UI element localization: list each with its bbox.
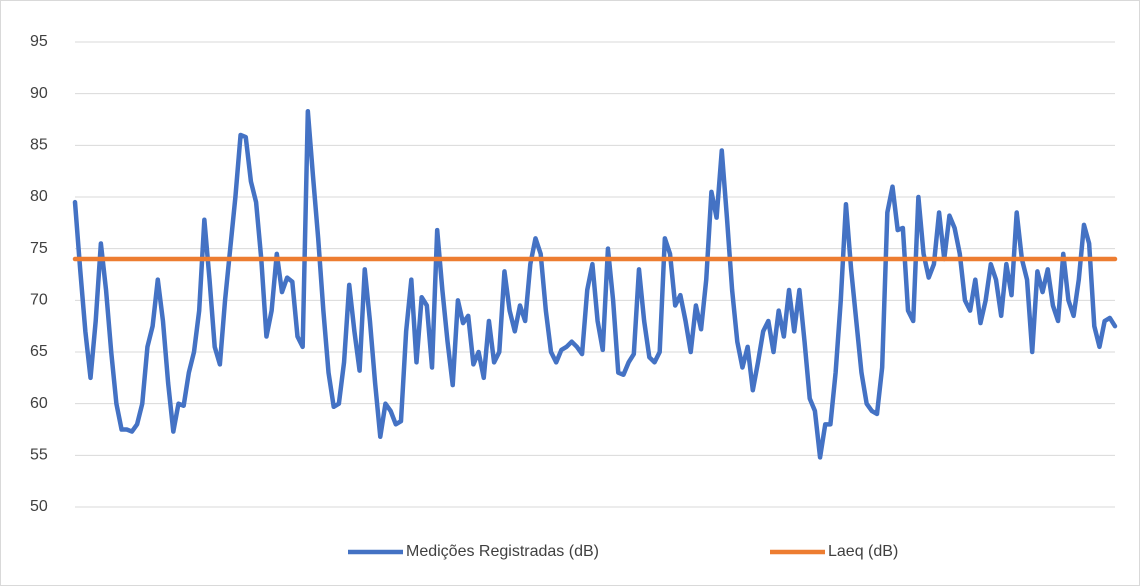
y-tick-label: 65 [30, 343, 48, 360]
y-tick-label: 95 [30, 33, 48, 50]
y-tick-label: 55 [30, 447, 48, 464]
legend-label: Medições Registradas (dB) [406, 543, 599, 560]
y-tick-label: 80 [30, 188, 48, 205]
y-tick-label: 70 [30, 292, 48, 309]
y-tick-label: 90 [30, 85, 48, 102]
y-tick-label: 85 [30, 137, 48, 154]
series-line [72, 108, 1118, 460]
y-tick-label: 75 [30, 240, 48, 257]
legend-label: Laeq (dB) [828, 543, 898, 560]
y-tick-label: 50 [30, 498, 48, 515]
y-tick-label: 60 [30, 395, 48, 412]
